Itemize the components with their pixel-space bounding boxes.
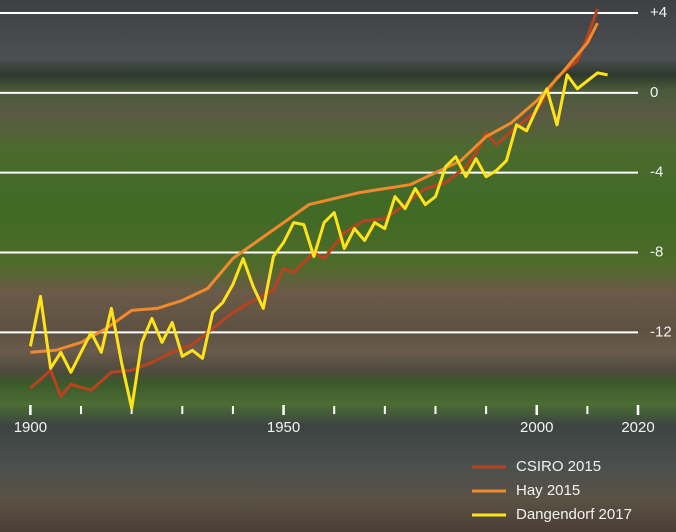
x-tick-label: 2000 — [520, 419, 553, 436]
y-tick-label: 0 — [650, 84, 658, 101]
x-tick-label: 2020 — [621, 419, 654, 436]
legend-label: Hay 2015 — [516, 482, 580, 499]
series-line — [30, 23, 597, 352]
y-tick-label: -12 — [650, 323, 672, 340]
legend-label: Dangendorf 2017 — [516, 506, 632, 523]
y-tick-label: +4 — [650, 4, 667, 21]
y-tick-label: -4 — [650, 164, 663, 181]
chart-wrap: +4 0 -4 -8 -12 1900 1950 2000 2020 CSIRO 2015 Hay … — [0, 0, 676, 532]
chart: +4 0 -4 -8 -12 1900 1950 2000 2020 CSIRO 2015 Hay … — [0, 0, 676, 532]
x-tick-label: 1900 — [14, 419, 47, 436]
legend-label: CSIRO 2015 — [516, 458, 601, 475]
y-tick-label: -8 — [650, 243, 663, 260]
x-tick-label: 1950 — [267, 419, 300, 436]
